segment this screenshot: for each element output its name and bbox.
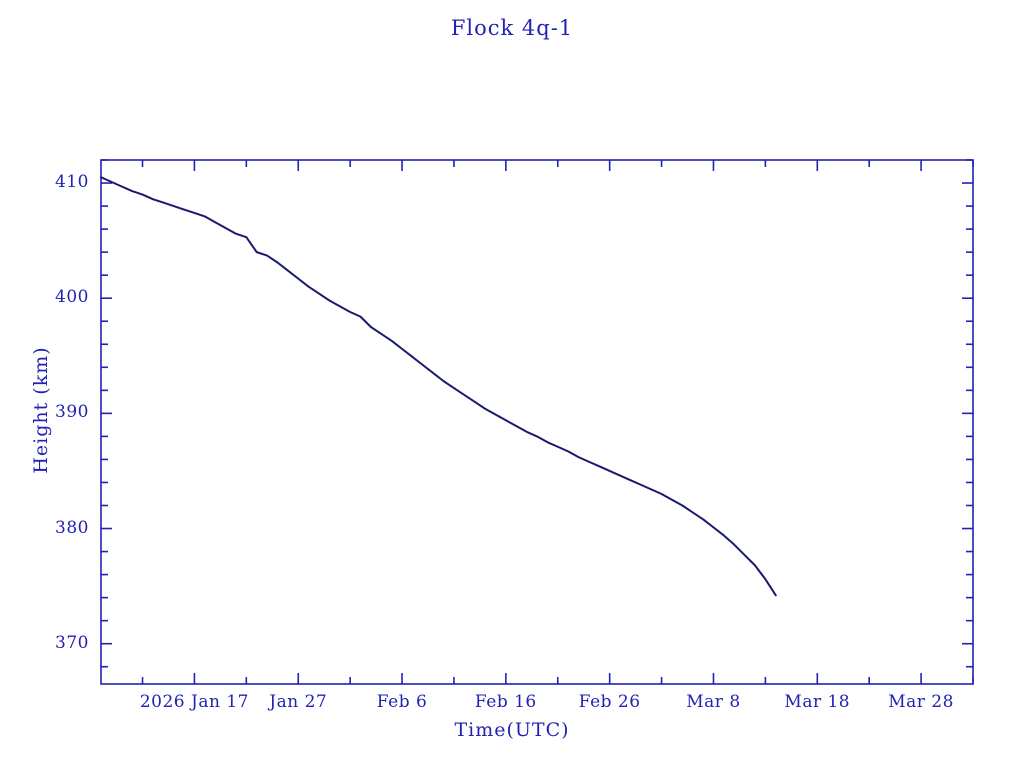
x-axis-title: Time(UTC) <box>454 719 570 741</box>
x-tick-label: 2026 Jan 17 <box>139 692 249 712</box>
y-tick-label: 390 <box>55 402 89 423</box>
page-title: Flock 4q-1 <box>450 16 574 40</box>
y-tick-label: 410 <box>55 172 89 193</box>
x-tick-label: Mar 8 <box>686 692 741 712</box>
x-tick-label: Mar 18 <box>784 692 851 712</box>
series-line <box>100 176 777 597</box>
y-tick-label: 380 <box>55 517 89 538</box>
data-series <box>100 176 777 597</box>
y-axis-title: Height (km) <box>30 346 52 474</box>
x-tick-label: Feb 6 <box>376 692 428 712</box>
x-tick-label: Mar 28 <box>888 692 954 712</box>
y-axis-title-wrap: Height (km) <box>0 0 52 768</box>
x-tick-label: Feb 16 <box>474 692 537 712</box>
y-tick-label: 400 <box>55 287 89 308</box>
axes-frame <box>100 159 974 685</box>
x-tick-label: Jan 27 <box>269 692 328 712</box>
x-tick-label: Feb 26 <box>578 692 641 712</box>
axis-ticks <box>101 159 974 684</box>
y-tick-label: 370 <box>55 632 89 653</box>
